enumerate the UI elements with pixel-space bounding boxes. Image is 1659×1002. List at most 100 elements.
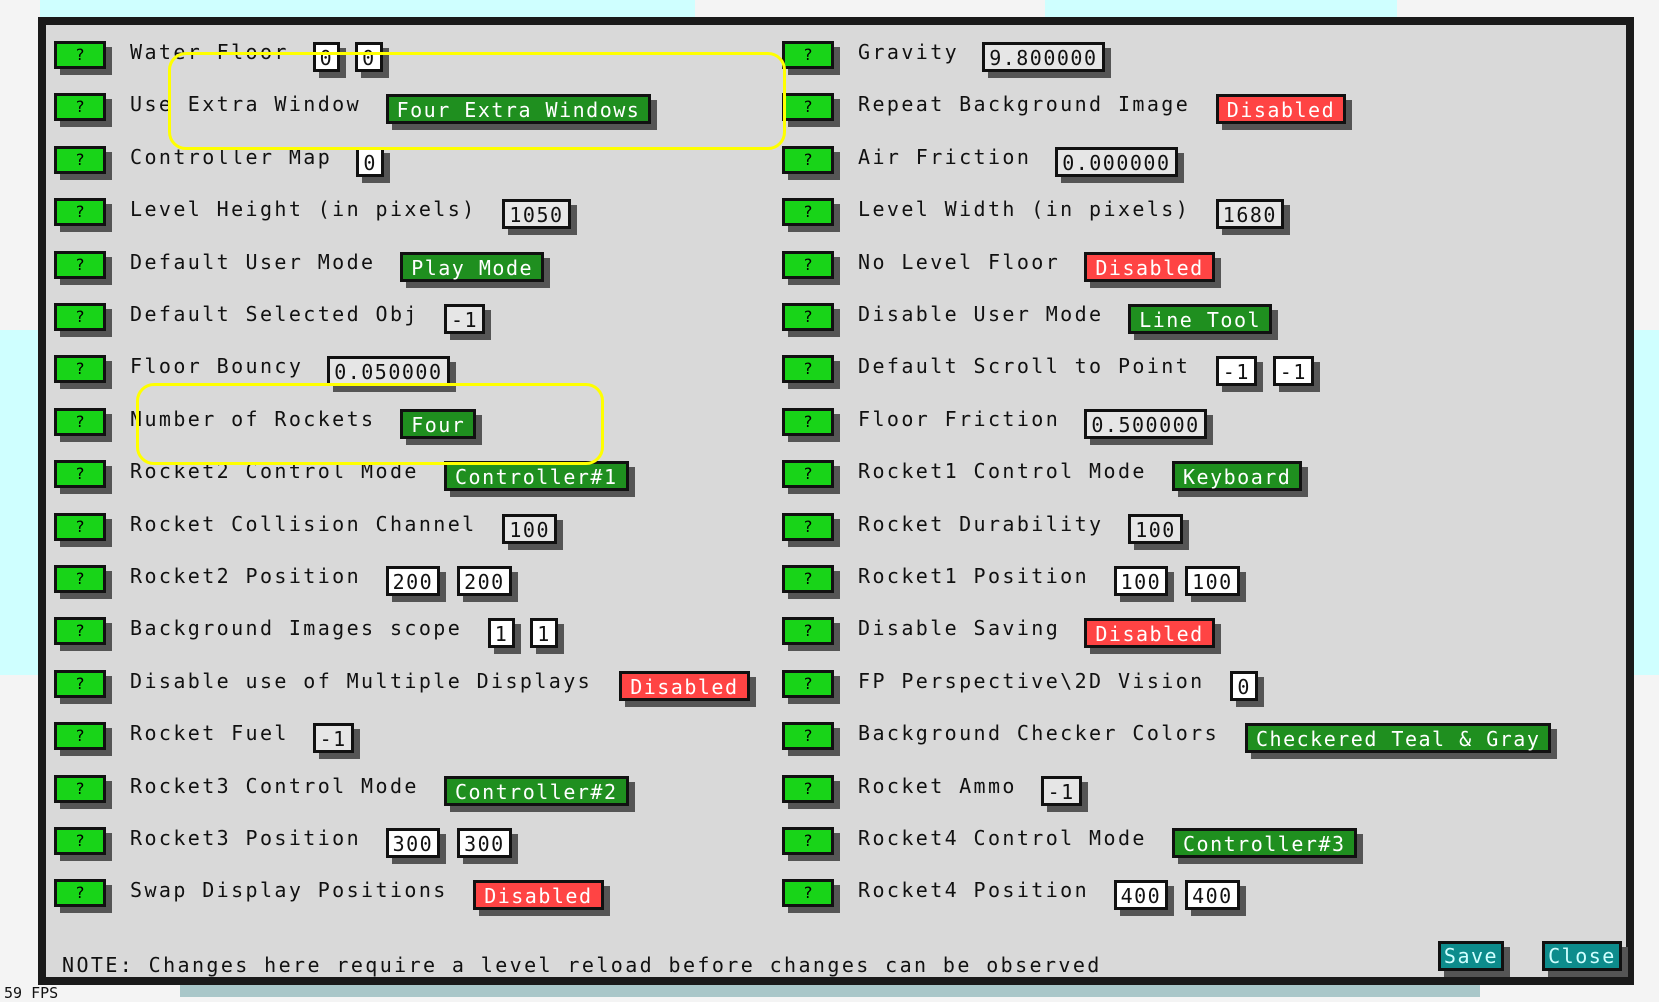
setting-row-rocket4-position: ? Rocket4 Position 400 400 [782, 877, 1502, 911]
setting-value[interactable]: 400 [1113, 880, 1169, 911]
setting-row-fp-perspective-2d-vision: ? FP Perspective\2D Vision 0 [782, 668, 1502, 702]
setting-value[interactable]: Disabled [619, 670, 750, 701]
help-button[interactable]: ? [54, 617, 106, 646]
help-button[interactable]: ? [54, 722, 106, 751]
help-button[interactable]: ? [54, 774, 106, 803]
save-button[interactable]: Save [1438, 941, 1504, 971]
help-button[interactable]: ? [54, 827, 106, 855]
setting-value[interactable]: Controller#1 [444, 461, 629, 492]
help-button[interactable]: ? [782, 460, 834, 489]
setting-value[interactable]: 1 [530, 618, 558, 649]
help-button[interactable]: ? [782, 93, 834, 122]
help-button[interactable]: ? [782, 41, 834, 69]
setting-value[interactable]: 0.000000 [1055, 146, 1178, 177]
setting-value[interactable]: Controller#3 [1172, 828, 1357, 858]
setting-value[interactable]: 0 [356, 146, 384, 177]
help-button[interactable]: ? [782, 407, 834, 436]
setting-label: Rocket2 Position [130, 564, 362, 588]
setting-value[interactable]: 0 [312, 42, 341, 72]
setting-value[interactable]: -1 [1215, 356, 1257, 387]
setting-label: Floor Bouncy [130, 354, 304, 379]
setting-value[interactable]: 200 [457, 566, 512, 596]
setting-row-default-selected-obj: ? Default Selected Obj -1 [54, 301, 774, 335]
close-button[interactable]: Close [1542, 941, 1622, 971]
help-button[interactable]: ? [54, 198, 106, 227]
help-button[interactable]: ? [782, 774, 834, 803]
setting-value[interactable]: Line Tool [1128, 304, 1273, 334]
setting-value[interactable]: Disabled [473, 880, 604, 911]
setting-row-rocket2-control-mode: ? Rocket2 Control Mode Controller#1 [54, 458, 774, 492]
setting-value[interactable]: 1 [487, 618, 516, 649]
help-button[interactable]: ? [54, 565, 106, 593]
help-button[interactable]: ? [782, 145, 834, 174]
reload-note: NOTE: Changes here require a level reloa… [62, 953, 1102, 977]
help-button[interactable]: ? [782, 617, 834, 646]
setting-value[interactable]: 100 [1113, 566, 1169, 596]
setting-value[interactable]: 100 [1185, 566, 1240, 596]
setting-value[interactable]: Controller#2 [444, 775, 629, 806]
help-button[interactable]: ? [782, 669, 834, 698]
setting-value[interactable]: -1 [1040, 775, 1082, 806]
help-button[interactable]: ? [782, 722, 834, 751]
background-cyan-left [0, 330, 38, 675]
setting-label: Rocket2 Control Mode [130, 459, 419, 484]
setting-row-rocket4-control-mode: ? Rocket4 Control Mode Controller#3 [782, 825, 1502, 859]
setting-value[interactable]: Four [400, 408, 477, 439]
help-button[interactable]: ? [782, 303, 834, 331]
setting-value[interactable]: 300 [385, 828, 441, 858]
setting-value[interactable]: -1 [1272, 356, 1314, 387]
help-button[interactable]: ? [54, 669, 106, 698]
setting-row-background-images-scope: ? Background Images scope 1 1 [54, 615, 774, 649]
setting-value[interactable]: -1 [444, 304, 486, 334]
help-button[interactable]: ? [54, 407, 106, 436]
setting-row-gravity: ? Gravity 9.800000 [782, 39, 1502, 73]
setting-label: Rocket Durability [858, 511, 1104, 536]
setting-value[interactable]: 9.800000 [982, 42, 1105, 72]
setting-value[interactable]: 1050 [502, 199, 571, 230]
help-button[interactable]: ? [782, 250, 834, 279]
setting-value[interactable]: 100 [1128, 513, 1183, 544]
setting-value[interactable]: 0.050000 [327, 356, 450, 387]
help-button[interactable]: ? [782, 565, 834, 593]
setting-value[interactable]: Disabled [1215, 94, 1347, 125]
setting-value[interactable]: 0 [1230, 670, 1258, 701]
setting-value[interactable]: Four Extra Windows [385, 94, 652, 125]
setting-value[interactable]: Disabled [1084, 251, 1215, 282]
setting-row-default-scroll-to-point: ? Default Scroll to Point -1 -1 [782, 353, 1502, 387]
setting-label: Rocket Collision Channel [130, 511, 477, 536]
setting-value[interactable]: Disabled [1084, 618, 1215, 649]
setting-label: Default Scroll to Point [858, 354, 1191, 379]
setting-value[interactable]: Checkered Teal & Gray [1245, 723, 1552, 754]
setting-label: Background Checker Colors [858, 721, 1220, 746]
help-button[interactable]: ? [54, 41, 106, 69]
setting-value[interactable]: 0 [355, 42, 383, 72]
help-button[interactable]: ? [54, 93, 106, 122]
help-button[interactable]: ? [782, 827, 834, 855]
setting-row-air-friction: ? Air Friction 0.000000 [782, 144, 1502, 178]
setting-row-floor-bouncy: ? Floor Bouncy 0.050000 [54, 353, 774, 387]
setting-label: Repeat Background Image [858, 92, 1191, 117]
setting-value[interactable]: -1 [312, 723, 354, 754]
setting-value[interactable]: 1680 [1215, 199, 1284, 230]
help-button[interactable]: ? [782, 198, 834, 227]
setting-value[interactable]: 300 [457, 828, 512, 858]
help-button[interactable]: ? [54, 145, 106, 174]
setting-label: Level Height (in pixels) [130, 197, 477, 222]
help-button[interactable]: ? [54, 512, 106, 541]
setting-value[interactable]: Play Mode [400, 251, 545, 282]
help-button[interactable]: ? [54, 879, 106, 908]
setting-value[interactable]: 400 [1185, 880, 1240, 911]
help-button[interactable]: ? [782, 355, 834, 384]
help-button[interactable]: ? [54, 303, 106, 331]
setting-value[interactable]: 100 [502, 513, 558, 544]
setting-row-no-level-floor: ? No Level Floor Disabled [782, 249, 1502, 283]
setting-value[interactable]: Keyboard [1172, 461, 1303, 492]
help-button[interactable]: ? [54, 460, 106, 489]
help-button[interactable]: ? [54, 355, 106, 384]
setting-row-water-floor: ? Water Floor 0 0 [54, 39, 774, 73]
help-button[interactable]: ? [782, 512, 834, 541]
setting-value[interactable]: 0.500000 [1084, 408, 1207, 439]
help-button[interactable]: ? [782, 879, 834, 908]
help-button[interactable]: ? [54, 250, 106, 279]
setting-value[interactable]: 200 [385, 566, 441, 596]
